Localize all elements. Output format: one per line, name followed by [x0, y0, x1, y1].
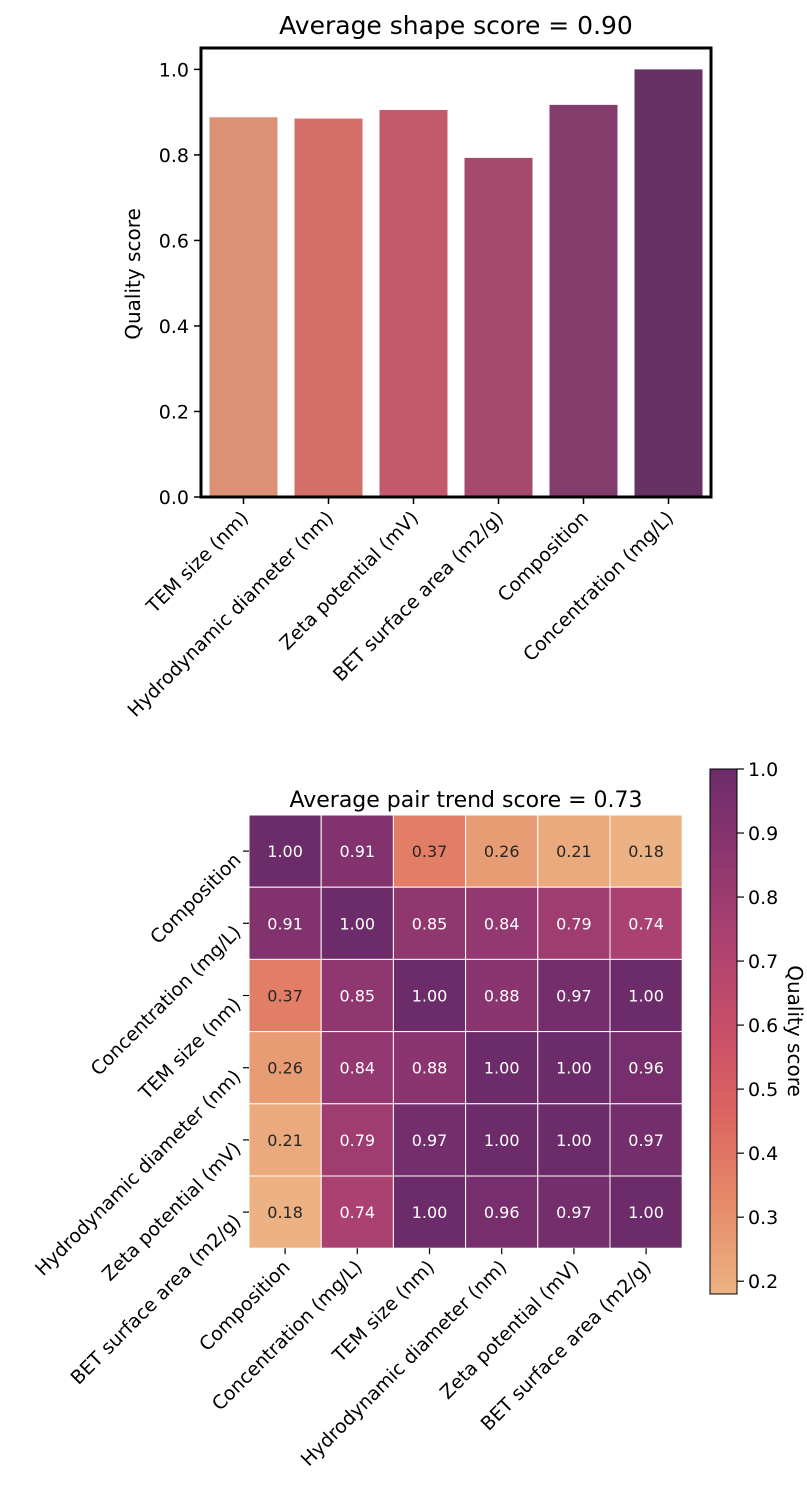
bar-y-tick-label: 0.4 — [159, 316, 189, 338]
heatmap-cell-value: 1.00 — [339, 914, 375, 933]
heatmap-cell — [537, 1103, 611, 1177]
heatmap-cell-value: 0.91 — [267, 914, 303, 933]
colorbar-tick-label: 0.4 — [748, 1143, 778, 1165]
heatmap-cell-value: 0.26 — [267, 1059, 303, 1078]
heatmap-cell-value: 0.88 — [484, 987, 520, 1006]
bar-1 — [209, 117, 278, 497]
heatmap-cell-value: 0.85 — [412, 914, 448, 933]
heatmap-cell-value: 0.74 — [628, 914, 664, 933]
heatmap-cell — [465, 886, 539, 960]
heatmap-cell-value: 1.00 — [412, 987, 448, 1006]
colorbar-tick-label: 0.7 — [748, 951, 778, 973]
bar-6 — [634, 69, 703, 497]
heatmap-cells: 1.00 0.91 0.37 0.26 0.21 0.18 0.91 1.00 0.85 0.84… — [248, 814, 683, 1249]
heatmap-cell-value: 1.00 — [628, 1203, 664, 1222]
heatmap-cell-value: 0.88 — [412, 1059, 448, 1078]
heatmap-cell — [609, 1175, 683, 1249]
heatmap-cell — [320, 814, 394, 888]
heatmap-cell — [320, 958, 394, 1033]
heatmap-cell — [320, 1103, 394, 1177]
colorbar-tick-label: 0.8 — [748, 887, 778, 909]
bar-4 — [464, 157, 533, 497]
heatmap-cell-value: 0.37 — [267, 987, 303, 1006]
heatmap-cell-value: 0.21 — [556, 842, 592, 861]
heatmap-cell — [465, 814, 539, 888]
heatmap-cell-value: 0.85 — [339, 987, 375, 1006]
heatmap-cell-value: 0.96 — [628, 1059, 664, 1078]
heatmap-cell — [537, 1031, 611, 1105]
bar-3 — [379, 110, 448, 497]
heatmap-cell-value: 0.21 — [267, 1131, 303, 1150]
colorbar: 0.2 0.3 0.4 0.5 0.6 0.7 0.8 0.9 1.0 Quality scor… — [709, 759, 807, 1295]
heatmap-cell — [248, 1031, 322, 1105]
heatmap-cell-value: 0.97 — [556, 1203, 592, 1222]
heatmap-cell — [392, 958, 467, 1033]
heatmap-cell-value: 1.00 — [628, 987, 664, 1006]
heatmap-cell — [609, 814, 683, 888]
bar-chart-y-axis-label: Quality score — [121, 208, 145, 340]
heatmap-cell-value: 0.97 — [412, 1131, 448, 1150]
heatmap-cell-value: 0.74 — [339, 1203, 375, 1222]
bar-chart-title: Average shape score = 0.90 — [279, 11, 633, 40]
colorbar-tick-label: 1.0 — [748, 759, 778, 781]
bar-y-tick-label: 0.0 — [159, 487, 189, 509]
heatmap-cell — [465, 958, 539, 1033]
heatmap-cell — [537, 814, 611, 888]
colorbar-label: Quality score — [783, 965, 807, 1097]
colorbar-tick-label: 0.3 — [748, 1207, 778, 1229]
heatmap-cell — [609, 886, 683, 960]
heatmap-cell — [537, 886, 611, 960]
heatmap-cell-value: 0.91 — [339, 842, 375, 861]
heatmap-cell-value: 0.79 — [339, 1131, 375, 1150]
heatmap-cell — [320, 886, 394, 960]
bar-2 — [294, 118, 363, 498]
heatmap-cell-value: 0.18 — [628, 842, 664, 861]
heatmap-cell — [537, 1175, 611, 1249]
colorbar-tick-label: 0.6 — [748, 1015, 778, 1037]
bar-axes-frame — [199, 46, 713, 499]
heatmap-cell — [248, 886, 322, 960]
heatmap-cell — [248, 958, 322, 1033]
heatmap-cell-value: 0.84 — [484, 914, 520, 933]
colorbar-tick-label: 0.9 — [748, 823, 778, 845]
heatmap-cell-value: 0.97 — [628, 1131, 664, 1150]
heatmap-cell — [465, 1031, 539, 1105]
colorbar-tick-label: 0.5 — [748, 1079, 778, 1101]
heatmap-cell-value: 1.00 — [556, 1059, 592, 1078]
bar-y-tick-label: 0.2 — [159, 401, 189, 423]
heatmap-cell-value: 0.84 — [339, 1059, 375, 1078]
heatmap-cell — [392, 1175, 467, 1249]
heatmap-cell — [248, 1103, 322, 1177]
heatmap-cell-value: 1.00 — [412, 1203, 448, 1222]
bar-5 — [549, 104, 618, 497]
heatmap-cell — [465, 1103, 539, 1177]
heatmap-cell-value: 0.79 — [556, 914, 592, 933]
heatmap-cell — [320, 1031, 394, 1105]
heatmap-cell-value: 0.37 — [412, 842, 448, 861]
heatmap-cell-value: 1.00 — [484, 1059, 520, 1078]
heatmap-cell — [609, 1103, 683, 1177]
colorbar-ticks: 0.2 0.3 0.4 0.5 0.6 0.7 0.8 0.9 1.0 — [737, 759, 778, 1293]
heatmap-cell-value: 1.00 — [484, 1131, 520, 1150]
heatmap-cell — [392, 1103, 467, 1177]
heatmap-cell-value: 1.00 — [267, 842, 303, 861]
heatmap-cell-value: 0.96 — [484, 1203, 520, 1222]
bar-y-tick-label: 0.8 — [159, 145, 189, 167]
heatmap-title: Average pair trend score = 0.73 — [289, 788, 642, 813]
heatmap-cell — [392, 1031, 467, 1105]
heatmap-cell-value: 0.97 — [556, 987, 592, 1006]
colorbar-tick-label: 0.2 — [748, 1271, 778, 1293]
bar-y-tick-label: 0.6 — [159, 230, 189, 252]
heatmap-cell — [248, 1175, 322, 1249]
heatmap-cell-value: 0.18 — [267, 1203, 303, 1222]
colorbar-gradient — [709, 768, 738, 1295]
heatmap-cell-value: 1.00 — [556, 1131, 592, 1150]
bar-y-tick-label: 1.0 — [159, 59, 189, 81]
heatmap-cell-value: 0.26 — [484, 842, 520, 861]
